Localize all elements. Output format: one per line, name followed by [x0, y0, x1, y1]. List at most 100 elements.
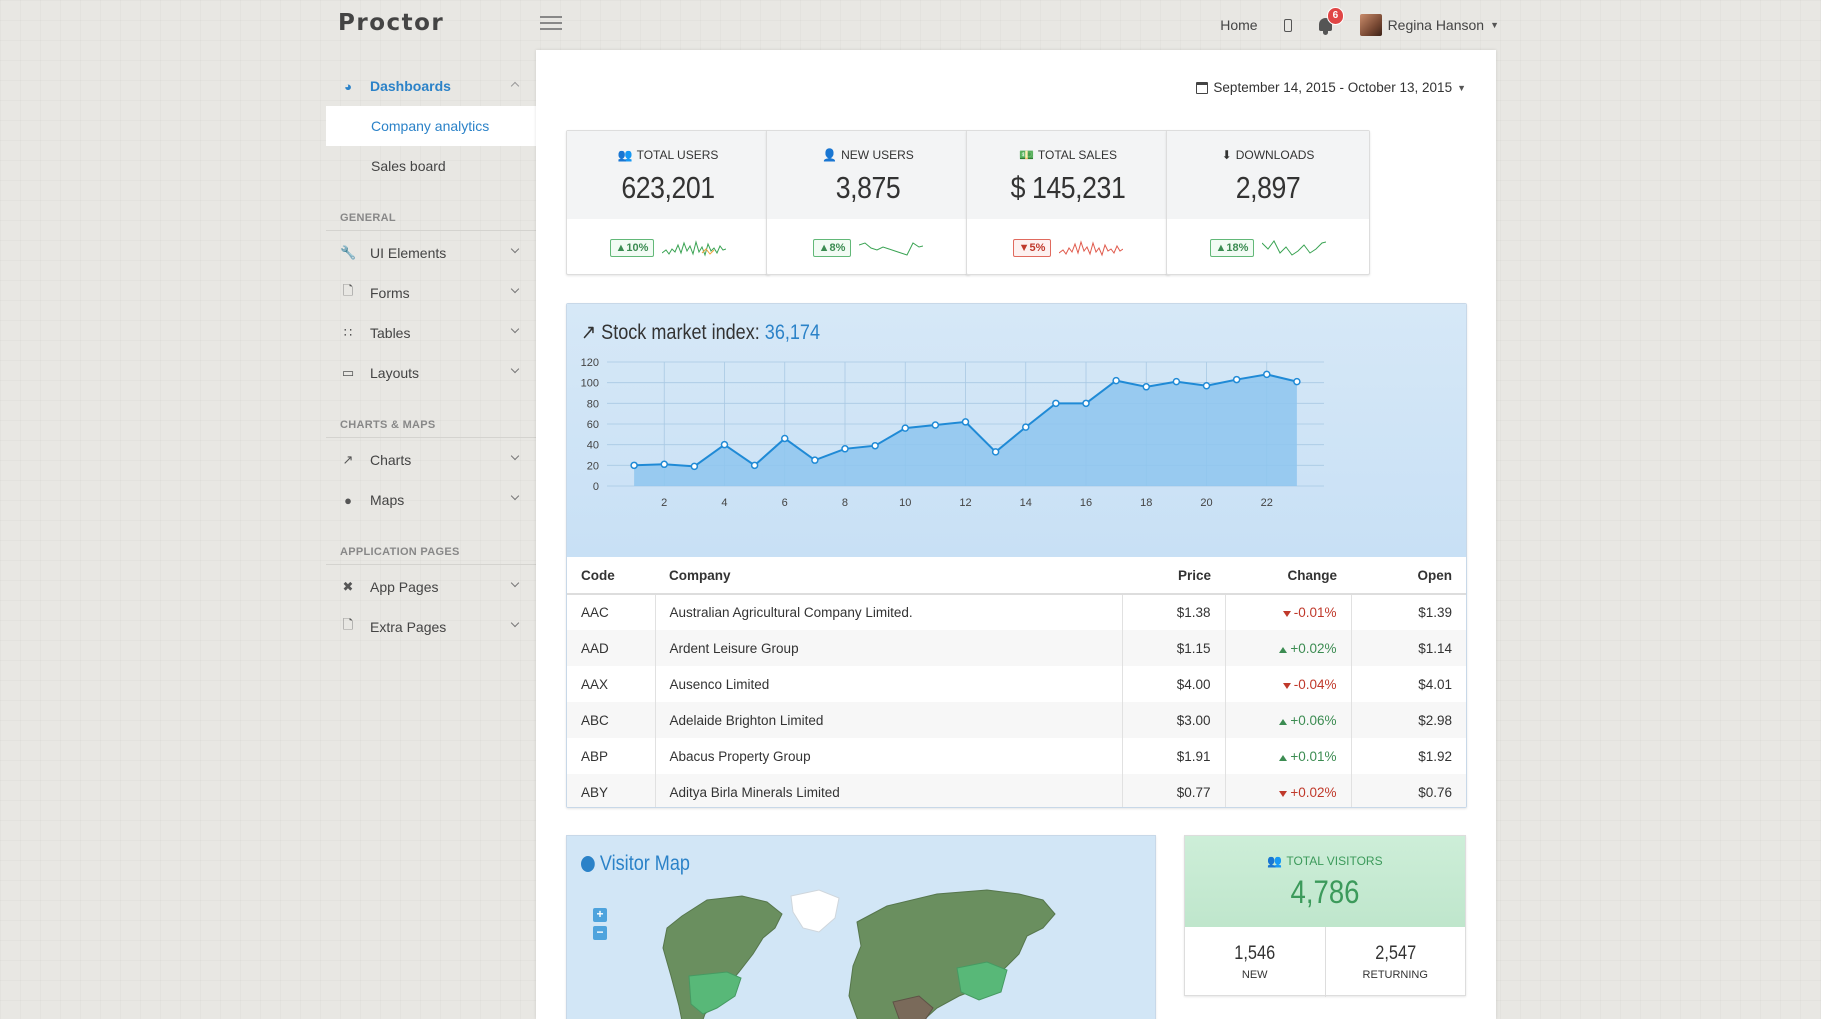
data-point	[811, 456, 819, 464]
data-point	[1202, 382, 1211, 390]
sidebar: ◕ Dashboards Company analytics Sales boa…	[326, 66, 536, 647]
x-tick-label: 4	[721, 497, 727, 509]
grid-icon: ∷	[343, 325, 353, 340]
cell-code: ABY	[567, 774, 655, 807]
cell-company: Ausenco Limited	[654, 666, 1122, 702]
data-point	[1263, 370, 1271, 379]
x-tick-label: 2	[661, 497, 667, 509]
table-row[interactable]: ABC Adelaide Brighton Limited $3.00 +0.06% $…	[567, 702, 1466, 738]
sidebar-item-ui-elements[interactable]: 🔧 UI Elements	[326, 233, 536, 273]
data-point	[1293, 377, 1301, 386]
sparkline	[1262, 239, 1327, 256]
caret-down-icon	[1282, 611, 1291, 617]
stat-label: TOTAL SALES	[1037, 148, 1118, 162]
users-icon: 👥	[1267, 854, 1283, 868]
y-tick-label: 20	[587, 460, 599, 472]
chevron-down-icon	[510, 491, 520, 501]
zoom-out-button[interactable]: −	[593, 926, 607, 940]
table-row[interactable]: AAC Australian Agricultural Company Limit…	[567, 594, 1466, 630]
sidebar-item-app-pages[interactable]: ✖ App Pages	[326, 567, 536, 607]
world-map[interactable]	[567, 836, 1156, 1019]
zoom-in-button[interactable]: +	[593, 908, 607, 922]
sidebar-item-label: Tables	[370, 325, 411, 341]
caret-down-icon: ▼	[1018, 241, 1030, 254]
cell-open: $0.76	[1350, 774, 1466, 807]
map-marker-icon: ●	[344, 492, 352, 508]
new-visitors-value: 1,546	[1234, 943, 1276, 964]
data-point	[750, 461, 759, 470]
visitors-label: TOTAL VISITORS	[1286, 854, 1383, 868]
caret-up-icon	[1279, 754, 1288, 761]
user-icon: 👤	[822, 148, 838, 162]
sidebar-subitem-sales-board[interactable]: Sales board	[371, 158, 446, 174]
brand-logo[interactable]: Proctor	[338, 10, 445, 36]
chevron-down-icon	[510, 618, 520, 628]
trend-value: 18%	[1226, 241, 1249, 254]
sidebar-item-label: App Pages	[370, 579, 439, 595]
sidebar-item-charts[interactable]: ↗ Charts	[326, 440, 536, 480]
sidebar-item-tables[interactable]: ∷ Tables	[326, 313, 536, 353]
trend-value: 5%	[1029, 241, 1046, 254]
chevron-down-icon	[510, 578, 520, 588]
sidebar-item-label: Maps	[370, 492, 405, 508]
data-point	[841, 445, 849, 453]
y-tick-label: 0	[593, 481, 599, 493]
column-header-price[interactable]: Price	[1122, 557, 1225, 595]
column-header-company[interactable]: Company	[655, 557, 1122, 595]
table-row[interactable]: ABP Abacus Property Group $1.91 +0.01% $1.92	[567, 738, 1466, 774]
trend-badge: ▼5%	[1012, 238, 1052, 257]
data-point	[1082, 399, 1090, 408]
map-region-usa	[688, 971, 742, 1015]
y-tick-label: 80	[587, 398, 599, 410]
chevron-down-icon	[510, 451, 520, 461]
sidebar-item-label: Charts	[370, 452, 412, 468]
column-header-open[interactable]: Open	[1351, 557, 1466, 595]
cell-code: AAC	[581, 605, 609, 620]
download-icon: ⬇	[1221, 148, 1232, 162]
sidebar-subitem-company-analytics[interactable]: Company analytics	[326, 106, 536, 146]
users-icon: 👥	[617, 148, 633, 162]
chevron-down-icon	[510, 284, 520, 294]
y-tick-label: 60	[587, 419, 599, 431]
returning-visitors: 2,547 RETURNING	[1324, 927, 1466, 997]
notifications-button[interactable]: 6	[1318, 7, 1345, 35]
cell-price: $3.00	[1121, 702, 1225, 738]
stat-value: 623,201	[621, 170, 715, 205]
data-point	[1112, 376, 1120, 385]
data-point	[660, 460, 668, 469]
trend-badge: ▲8%	[812, 238, 852, 257]
chevron-down-icon	[510, 244, 520, 254]
cell-code: ABC	[567, 702, 655, 738]
caret-up-icon: ▲	[818, 241, 830, 254]
table-row[interactable]: AAD Ardent Leisure Group $1.15 +0.02% $1.14	[567, 630, 1466, 666]
x-tick-label: 22	[1261, 497, 1273, 509]
date-range-value: September 14, 2015 - October 13, 2015	[1213, 80, 1453, 95]
date-range-picker[interactable]: September 14, 2015 - October 13, 2015 ▼	[1196, 80, 1466, 95]
nav-home-link[interactable]: Home	[1220, 17, 1258, 33]
sidebar-item-extra-pages[interactable]: 🗋 Extra Pages	[326, 607, 536, 647]
chevron-down-icon: ▼	[1457, 82, 1466, 93]
data-point	[1022, 423, 1030, 431]
sidebar-item-layouts[interactable]: ▭ Layouts	[326, 353, 536, 393]
cell-change: +0.01%	[1224, 738, 1351, 774]
cell-code: ABP	[581, 748, 609, 764]
column-header-change[interactable]: Change	[1225, 557, 1351, 595]
sidebar-item-maps[interactable]: ● Maps	[326, 480, 536, 520]
user-menu[interactable]: Regina Hanson ▼	[1359, 14, 1499, 36]
table-row[interactable]: AAX Ausenco Limited $4.00 -0.04% $4.01	[567, 666, 1466, 702]
sparkline	[662, 239, 727, 257]
change-value: -0.04%	[1293, 676, 1337, 692]
sidebar-item-dashboards[interactable]: ◕ Dashboards	[326, 66, 536, 106]
menu-toggle-icon[interactable]	[540, 16, 562, 32]
x-tick-label: 10	[899, 497, 911, 509]
data-point	[1142, 383, 1151, 391]
data-point	[961, 418, 970, 426]
cell-code: AAX	[581, 676, 609, 692]
stocks-table: Code Company Price Change Open AAC Austra…	[567, 557, 1466, 807]
column-header-code[interactable]: Code	[567, 557, 655, 595]
mobile-icon[interactable]	[1283, 18, 1292, 32]
stock-chart-area: ↗ Stock market index: 36,174 0 20 40 60 80 10…	[567, 304, 1466, 557]
table-row[interactable]: ABY Aditya Birla Minerals Limited $0.77 +0.…	[567, 774, 1466, 807]
visitor-map-title-text: Visitor Map	[599, 852, 690, 875]
sidebar-item-forms[interactable]: 🗋 Forms	[326, 273, 536, 313]
